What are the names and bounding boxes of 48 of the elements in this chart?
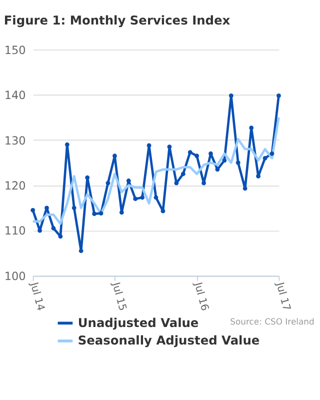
point — [202, 180, 206, 186]
y-tick-label: 150 — [4, 44, 26, 57]
line-series — [32, 116, 280, 225]
point — [188, 150, 192, 154]
point — [160, 208, 166, 214]
y-tick-label: 100 — [4, 270, 26, 283]
point — [119, 210, 124, 215]
legend-label: Unadjusted Value — [78, 316, 199, 330]
point — [106, 180, 110, 186]
point — [276, 94, 281, 98]
point — [242, 186, 248, 191]
x-tick-label: Jul 17 — [273, 280, 293, 312]
point — [58, 234, 63, 239]
point — [51, 226, 56, 230]
point — [126, 178, 131, 183]
point — [228, 94, 234, 98]
point — [78, 248, 84, 254]
point — [112, 154, 117, 158]
y-tick-label: 140 — [4, 89, 26, 102]
point — [270, 151, 274, 156]
chart-title: Figure 1: Monthly Services Index — [4, 13, 230, 28]
point — [236, 160, 240, 165]
x-tick-label: Jul 15 — [109, 280, 129, 312]
point — [98, 211, 104, 216]
legend-label: Seasonally Adjusted Value — [78, 334, 260, 348]
point — [167, 144, 172, 150]
point — [194, 154, 200, 158]
point — [72, 206, 76, 210]
point — [262, 156, 268, 160]
source-note: Source: CSO Ireland — [230, 316, 314, 327]
x-tick-label: Jul 16 — [191, 280, 211, 312]
point — [133, 196, 138, 202]
y-tick-label: 120 — [4, 180, 26, 193]
point — [180, 172, 186, 176]
point — [30, 208, 36, 212]
y-tick-label: 110 — [4, 224, 26, 238]
point — [249, 126, 254, 130]
point — [256, 174, 260, 178]
point — [146, 143, 152, 148]
x-tick-label: Jul 14 — [27, 280, 47, 312]
point — [85, 175, 90, 180]
point — [208, 151, 213, 156]
y-tick-label: 130 — [4, 134, 26, 148]
point — [140, 195, 145, 200]
point — [92, 212, 97, 216]
point — [222, 158, 227, 163]
point — [64, 142, 70, 147]
point — [154, 195, 158, 200]
